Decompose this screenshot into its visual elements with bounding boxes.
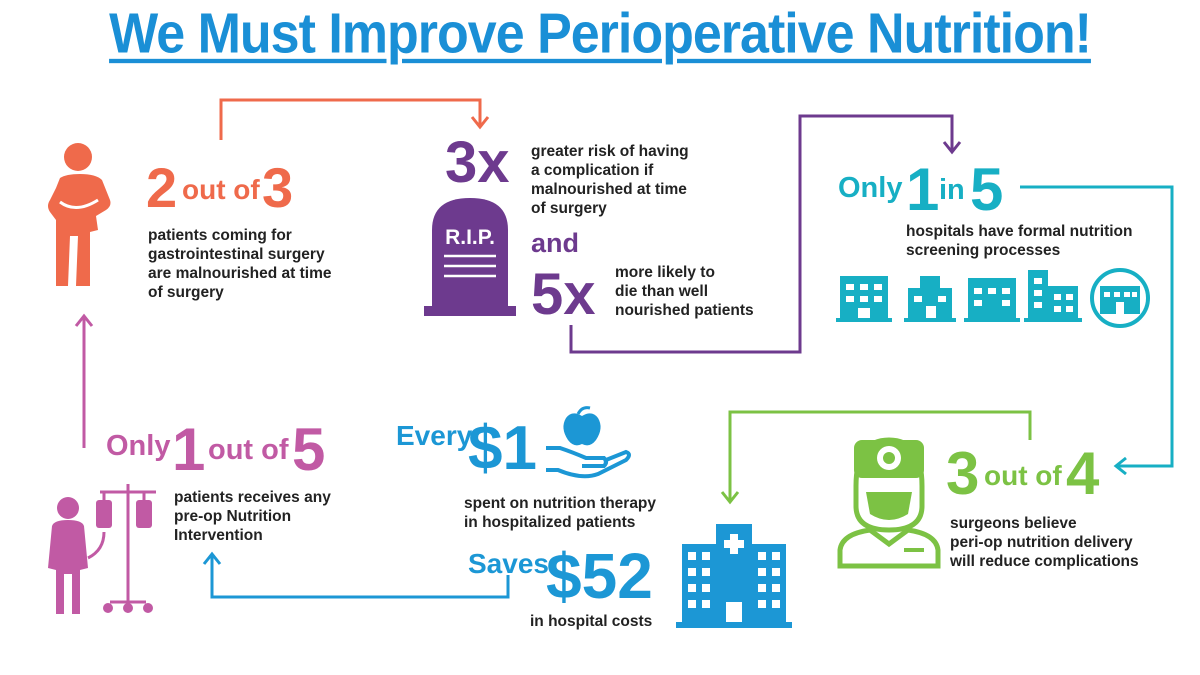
- stat2-and: and: [531, 228, 580, 258]
- tombstone-icon: [420, 194, 520, 318]
- stat3-mid: in: [939, 174, 965, 206]
- surgeon-icon: [834, 434, 944, 570]
- stat3-num2: 5: [970, 156, 1004, 223]
- stat6-num2: 5: [292, 416, 326, 483]
- patient-iv-drip-icon: [40, 478, 164, 618]
- stat1-num2: 3: [262, 156, 294, 219]
- stat5-amount1: $1: [468, 414, 537, 483]
- stat5-every: Every: [396, 420, 473, 451]
- stat1-mid: out of: [182, 174, 260, 205]
- stat5-text1: spent on nutrition therapy in hospitalize…: [464, 495, 657, 531]
- stat5-saves: Saves: [468, 548, 549, 579]
- stat2-text1: greater risk of having a complication if m…: [531, 143, 689, 217]
- stat6-prefix: Only: [106, 430, 171, 462]
- stat6-text: patients receives any pre-op Nutrition Int…: [174, 489, 331, 544]
- stat4-num2: 4: [1066, 440, 1100, 507]
- arrow-green: [728, 410, 1032, 500]
- page-title: We Must Improve Perioperative Nutrition!: [109, 2, 1092, 66]
- stat4-num1: 3: [946, 440, 980, 507]
- stat1-text: patients coming for gastrointestinal surg…: [148, 227, 332, 301]
- arrow-blue: [210, 556, 510, 599]
- stat2-text2: more likely to die than well nourished pat…: [615, 264, 754, 319]
- hospital-building-icon: [676, 520, 792, 630]
- apple-in-hand-icon: [542, 404, 632, 480]
- stat3-text: hospitals have formal nutrition screening…: [906, 223, 1133, 259]
- stat3-prefix: Only: [838, 172, 903, 204]
- stat2-big2: 5x: [531, 262, 596, 327]
- arrow-orange: [219, 98, 482, 140]
- arrow-teal: [1020, 185, 1174, 468]
- stat4-mid: out of: [984, 460, 1062, 491]
- stat6-mid: out of: [208, 434, 289, 466]
- hospital-buildings-icon: [836, 266, 1152, 336]
- stat5-text2: in hospital costs: [530, 613, 653, 630]
- stat3-num1: 1: [906, 156, 940, 223]
- stat2-big1: 3x: [445, 130, 510, 195]
- stat6-num1: 1: [172, 416, 206, 483]
- tombstone-label: R.I.P.: [445, 226, 495, 249]
- stat5-amount2: $52: [546, 540, 653, 612]
- stat1-num1: 2: [146, 156, 178, 219]
- arrow-purple: [569, 114, 954, 354]
- patient-stomach-pain-icon: [46, 140, 116, 290]
- stat4-text: surgeons believe peri-op nutrition delive…: [950, 515, 1139, 570]
